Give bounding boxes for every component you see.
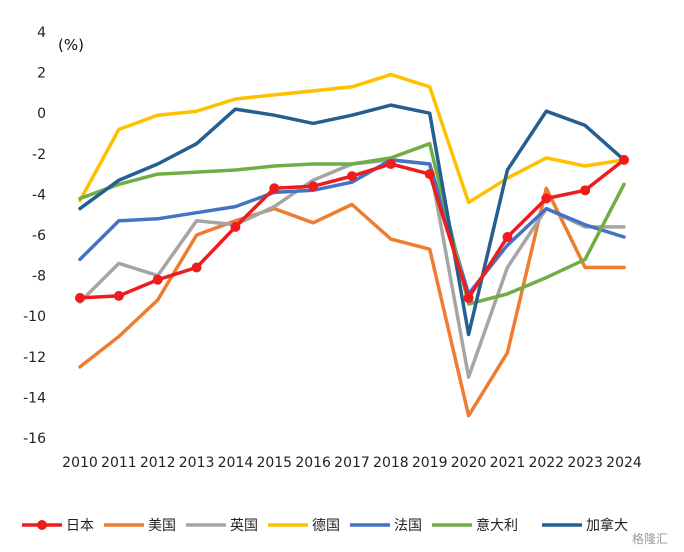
- y-unit-label: (%): [58, 36, 84, 54]
- x-tick-label: 2012: [140, 455, 176, 471]
- data-point: [308, 181, 319, 192]
- y-tick-label: 0: [37, 106, 46, 122]
- x-tick-label: 2019: [412, 455, 448, 471]
- y-tick-label: -16: [23, 431, 46, 447]
- y-tick-label: -10: [23, 309, 46, 325]
- y-tick-label: -2: [32, 147, 46, 163]
- y-tick-label: -4: [32, 187, 46, 203]
- legend-label: 日本: [66, 518, 94, 534]
- data-point: [113, 290, 124, 301]
- x-tick-label: 2011: [101, 455, 137, 471]
- data-point: [541, 193, 552, 204]
- watermark: 格隆汇: [632, 531, 668, 546]
- y-axis-ticks: 4 2 0 -2 -4 -6 -8 -10 -12 -14 -16: [23, 25, 46, 447]
- y-tick-label: -14: [23, 390, 46, 406]
- x-axis-ticks: 2010 2011 2012 2013 2014 2015 2016 2017 2018 2019…: [62, 455, 642, 471]
- data-point: [347, 171, 357, 182]
- x-tick-label: 2021: [490, 455, 526, 471]
- legend-label: 德国: [312, 518, 340, 534]
- series-line: [78, 103, 626, 337]
- data-point: [152, 274, 163, 285]
- x-tick-label: 2014: [218, 455, 254, 471]
- legend-label: 美国: [148, 518, 176, 534]
- x-tick-label: 2017: [334, 455, 370, 471]
- x-tick-label: 2023: [567, 455, 603, 471]
- legend-label: 法国: [394, 518, 422, 534]
- series-line: [78, 158, 626, 296]
- x-tick-label: 2020: [451, 455, 487, 471]
- y-tick-label: 2: [37, 66, 46, 82]
- series-line: [78, 72, 626, 205]
- y-tick-label: 4: [37, 25, 46, 41]
- series-line: [78, 186, 626, 418]
- series-line: [78, 158, 626, 379]
- data-point: [230, 221, 241, 232]
- data-point: [191, 262, 202, 273]
- legend-label: 加拿大: [586, 517, 628, 534]
- series-lines: [75, 72, 629, 418]
- x-tick-label: 2010: [62, 455, 98, 471]
- data-point: [580, 185, 591, 196]
- series-line: [78, 141, 626, 306]
- legend-label: 意大利: [476, 517, 518, 534]
- data-point: [619, 154, 629, 165]
- data-point: [75, 292, 85, 303]
- x-tick-label: 2016: [295, 455, 331, 471]
- legend-label: 英国: [230, 517, 258, 534]
- y-tick-label: -6: [32, 228, 46, 244]
- data-point: [385, 158, 396, 169]
- data-point: [463, 292, 474, 303]
- y-tick-label: -8: [32, 269, 46, 285]
- x-tick-label: 2024: [606, 455, 642, 471]
- y-tick-label: -12: [23, 350, 46, 366]
- data-point: [269, 183, 280, 194]
- x-tick-label: 2022: [528, 455, 564, 471]
- data-point: [424, 169, 435, 180]
- legend-marker: [37, 520, 47, 530]
- data-point: [502, 232, 513, 243]
- legend: 日本 美国 英国 德国 法国 意大利 加拿大: [22, 517, 628, 534]
- x-tick-label: 2013: [179, 455, 215, 471]
- x-tick-label: 2018: [373, 455, 409, 471]
- x-tick-label: 2015: [256, 455, 292, 471]
